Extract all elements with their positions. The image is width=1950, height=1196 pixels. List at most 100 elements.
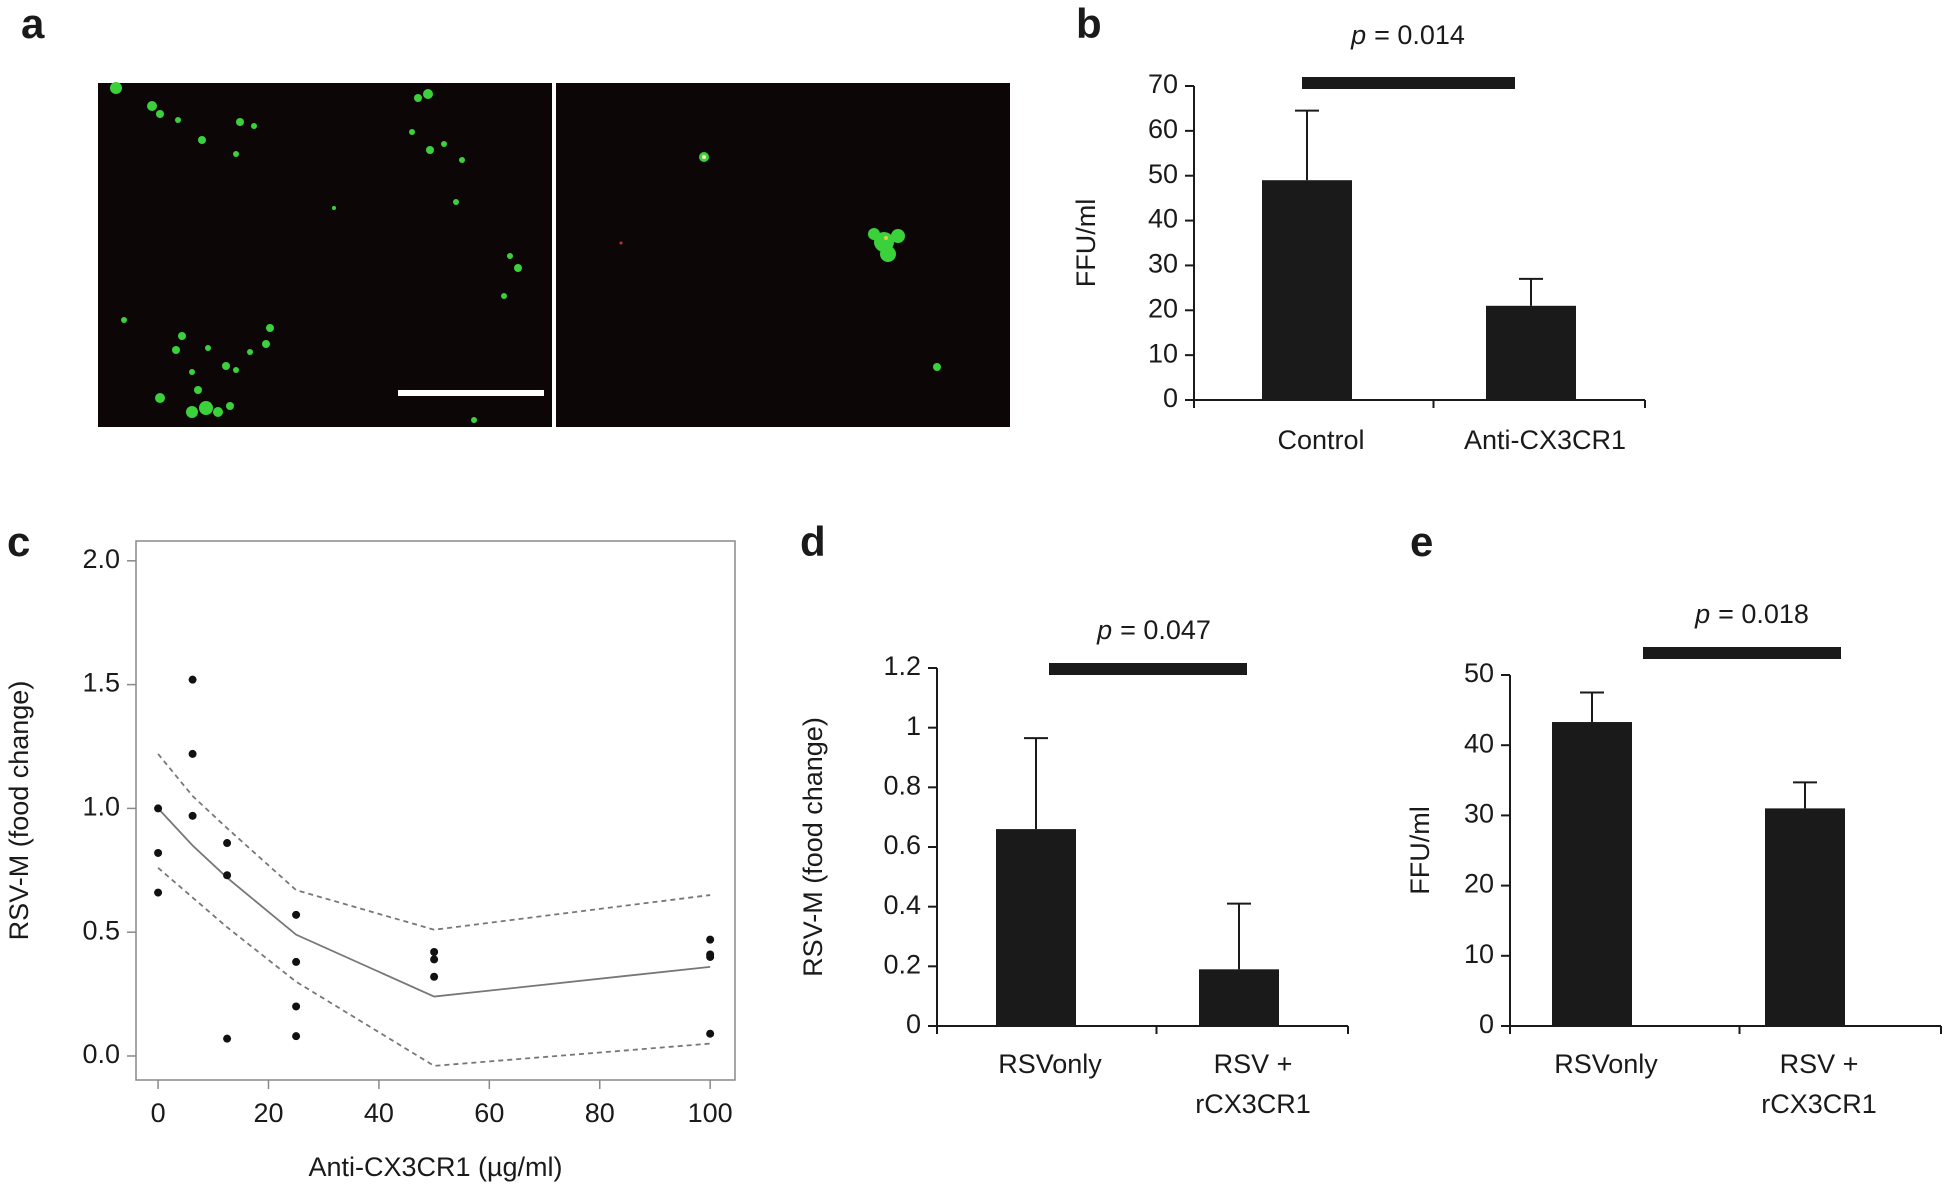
bar	[1486, 305, 1576, 400]
x-tick-label: Control	[1277, 425, 1364, 455]
cell-core	[702, 155, 706, 159]
y-tick-label: 2.0	[82, 544, 120, 574]
p-text: = 0.018	[1718, 599, 1809, 629]
p-value: p = 0.047	[1096, 615, 1211, 645]
microscopy-panel	[98, 82, 1010, 427]
point	[292, 1002, 301, 1011]
confidence-line	[157, 867, 711, 1067]
p-symbol: p	[1350, 20, 1366, 50]
point	[154, 804, 163, 813]
point	[430, 955, 439, 964]
x-tick-label: 60	[474, 1098, 504, 1128]
x-tick-label: 40	[364, 1098, 394, 1128]
point	[223, 839, 232, 848]
y-tick-label: 30	[1148, 249, 1178, 279]
significance-bar	[1049, 663, 1247, 675]
fit-line	[157, 807, 711, 998]
y-tick-label: 60	[1148, 114, 1178, 144]
y-tick-label: 30	[1464, 799, 1494, 829]
p-value: p = 0.014	[1350, 20, 1465, 50]
x-tick-label: rCX3CR1	[1195, 1089, 1311, 1119]
point	[154, 848, 163, 857]
panel-label: a	[21, 0, 45, 47]
x-tick-label: RSV +	[1780, 1049, 1859, 1079]
point	[292, 1032, 301, 1041]
y-axis-label: FFU/ml	[1405, 806, 1435, 894]
point	[154, 888, 163, 897]
x-tick-label: 80	[585, 1098, 615, 1128]
panel-label: d	[800, 518, 826, 565]
y-tick-label: 1.2	[883, 651, 921, 681]
y-axis-label: RSV-M (food change)	[798, 717, 828, 977]
cell-core	[619, 241, 623, 245]
cells	[110, 82, 941, 423]
significance-bar	[1302, 77, 1515, 89]
point	[706, 1029, 715, 1038]
scale-bar	[398, 390, 544, 396]
bar	[1199, 969, 1279, 1026]
point	[188, 811, 197, 820]
point	[706, 952, 715, 961]
x-tick-label: RSVonly	[1554, 1049, 1658, 1079]
significance-bar	[1643, 647, 1841, 659]
x-tick-label: 0	[151, 1098, 166, 1128]
y-axis-label: FFU/ml	[1071, 199, 1101, 287]
cell-core	[884, 236, 888, 240]
p-text: = 0.014	[1374, 20, 1465, 50]
p-text: = 0.047	[1120, 615, 1211, 645]
x-tick-label: RSVonly	[998, 1049, 1102, 1079]
y-tick-label: 10	[1464, 939, 1494, 969]
y-tick-label: 1.5	[82, 668, 120, 698]
p-symbol: p	[1694, 599, 1710, 629]
y-tick-label: 1.0	[82, 792, 120, 822]
p-value: p = 0.018	[1694, 599, 1809, 629]
x-tick-label: RSV +	[1214, 1049, 1293, 1079]
y-tick-label: 20	[1148, 293, 1178, 323]
point	[292, 957, 301, 966]
y-tick-label: 20	[1464, 869, 1494, 899]
y-tick-label: 0.2	[883, 949, 921, 979]
y-tick-label: 70	[1148, 69, 1178, 99]
x-tick-label: rCX3CR1	[1761, 1089, 1877, 1119]
panel-label: c	[7, 518, 30, 565]
panel-label: b	[1076, 0, 1102, 47]
image-left	[98, 83, 552, 427]
bar	[996, 829, 1076, 1026]
x-tick-label: 20	[253, 1098, 283, 1128]
point	[430, 972, 439, 981]
x-tick-label: 100	[688, 1098, 733, 1128]
image-right	[556, 83, 1010, 427]
y-tick-label: 10	[1148, 338, 1178, 368]
point	[188, 675, 197, 684]
y-tick-label: 50	[1148, 159, 1178, 189]
bar	[1552, 722, 1632, 1026]
confidence-line	[157, 753, 711, 931]
bar	[1262, 180, 1352, 400]
p-symbol: p	[1096, 615, 1112, 645]
y-tick-label: 0	[1163, 383, 1178, 413]
y-tick-label: 40	[1464, 728, 1494, 758]
y-tick-label: 40	[1148, 204, 1178, 234]
x-axis-label: Anti-CX3CR1 (µg/ml)	[308, 1152, 562, 1182]
point	[223, 1034, 232, 1043]
x-tick-label: Anti-CX3CR1	[1464, 425, 1626, 455]
y-axis-label: RSV-M (food change)	[4, 681, 34, 941]
y-tick-label: 0.4	[883, 890, 921, 920]
y-tick-label: 0	[906, 1009, 921, 1039]
y-tick-label: 0.8	[883, 770, 921, 800]
y-tick-label: 1	[906, 711, 921, 741]
y-tick-label: 0.6	[883, 830, 921, 860]
point	[706, 935, 715, 944]
point	[223, 871, 232, 880]
point	[188, 749, 197, 758]
y-tick-label: 50	[1464, 658, 1494, 688]
plot-frame	[135, 540, 736, 1081]
bar	[1765, 808, 1845, 1026]
point	[292, 910, 301, 919]
y-tick-label: 0	[1479, 1009, 1494, 1039]
point	[430, 947, 439, 956]
y-tick-label: 0.5	[82, 915, 120, 945]
panel-label: e	[1410, 518, 1433, 565]
y-tick-label: 0.0	[82, 1039, 120, 1069]
